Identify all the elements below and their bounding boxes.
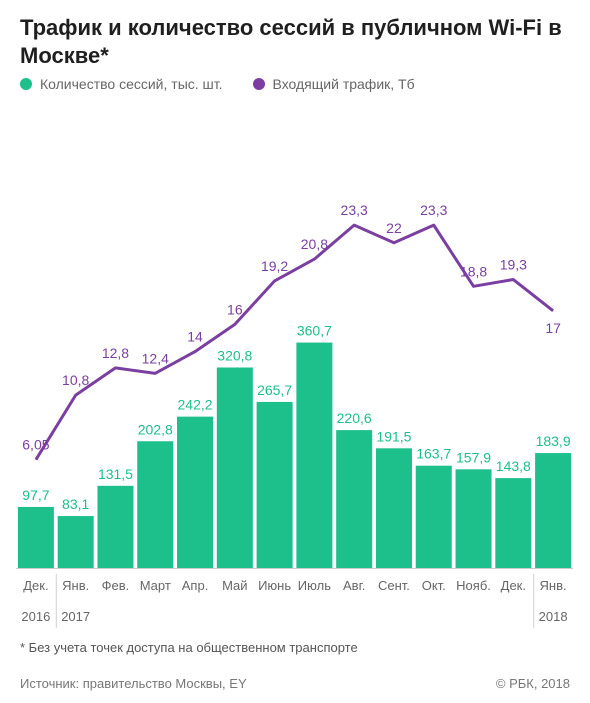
- bar-label-sessions: 83,1: [62, 496, 89, 512]
- line-label-traffic: 19,3: [500, 257, 527, 273]
- bar-sessions: [336, 430, 373, 568]
- x-tick-label: Июнь: [258, 578, 291, 593]
- bar-sessions: [415, 465, 452, 568]
- bar-label-sessions: 157,9: [456, 449, 491, 465]
- series-line-traffic: [34, 223, 555, 461]
- bar-label-sessions: 320,8: [217, 348, 252, 364]
- footnote: * Без учета точек доступа на общественно…: [20, 640, 358, 655]
- line-label-traffic: 17: [545, 320, 561, 336]
- chart-title: Трафик и количество сессий в публичном W…: [20, 15, 562, 68]
- line-label-traffic: 18,8: [460, 263, 487, 279]
- bar-sessions: [535, 453, 572, 568]
- legend-swatch-traffic: [252, 78, 265, 90]
- bar-label-sessions: 265,7: [257, 382, 292, 398]
- x-tick-label: Авг.: [343, 578, 365, 593]
- x-tick-label: Янв.: [62, 578, 89, 593]
- bar-sessions: [375, 448, 412, 568]
- line-label-traffic: 14: [187, 329, 203, 345]
- year-label: 2016: [21, 609, 50, 624]
- x-tick-label: Янв.: [540, 578, 567, 593]
- bar-sessions: [296, 342, 333, 568]
- bar-sessions: [455, 469, 492, 568]
- legend-label-sessions: Количество сессий, тыс. шт.: [40, 76, 223, 92]
- legend-swatch-sessions: [20, 78, 32, 90]
- copyright: © РБК, 2018: [495, 676, 570, 691]
- line-label-traffic: 16: [227, 301, 243, 317]
- bar-sessions: [57, 516, 94, 568]
- x-tick-label: Март: [140, 578, 171, 593]
- bar-label-sessions: 360,7: [297, 323, 332, 339]
- x-tick-label: Окт.: [422, 578, 446, 593]
- bar-sessions: [17, 506, 54, 568]
- line-label-traffic: 23,3: [420, 202, 447, 218]
- x-tick-label: Май: [222, 578, 247, 593]
- year-label: 2018: [539, 609, 568, 624]
- source: Источник: правительство Москвы, EY: [20, 676, 247, 691]
- line-label-traffic: 6,05: [22, 437, 49, 453]
- x-tick-label: Фев.: [102, 578, 130, 593]
- x-tick-label: Нояб.: [456, 578, 491, 593]
- bar-sessions: [177, 416, 214, 568]
- bar-label-sessions: 220,6: [337, 410, 372, 426]
- line-label-traffic: 12,8: [102, 345, 129, 361]
- bar-label-sessions: 163,7: [416, 446, 451, 462]
- bar-label-sessions: 143,8: [496, 458, 531, 474]
- x-tick-label: Апр.: [182, 578, 209, 593]
- line-label-traffic: 19,2: [261, 258, 288, 274]
- line-label-traffic: 10,8: [62, 372, 89, 388]
- chart-svg: 97,7 83,1 131,5 202,8 242,2 320,8 265,7 360,7 22…: [16, 202, 573, 628]
- bar-label-sessions: 97,7: [22, 487, 49, 503]
- bar-sessions: [495, 478, 532, 568]
- legend-item-sessions: Количество сессий, тыс. шт.: [20, 76, 223, 92]
- bar-label-sessions: 183,9: [536, 433, 571, 449]
- line-label-traffic: 12,4: [142, 350, 169, 366]
- bar-sessions: [216, 367, 253, 568]
- bar-label-sessions: 242,2: [178, 397, 213, 413]
- bar-label-sessions: 131,5: [98, 466, 133, 482]
- bar-sessions: [256, 401, 293, 568]
- line-label-traffic: 20,8: [301, 236, 328, 252]
- bar-sessions: [97, 485, 134, 568]
- bar-label-sessions: 202,8: [138, 421, 173, 437]
- legend-item-traffic: Входящий трафик, Тб: [252, 76, 415, 92]
- x-tick-label: Дек.: [501, 578, 526, 593]
- line-label-traffic: 22: [386, 220, 402, 236]
- x-tick-label: Сент.: [378, 578, 410, 593]
- bar-label-sessions: 191,5: [376, 428, 411, 444]
- legend-label-traffic: Входящий трафик, Тб: [272, 76, 415, 92]
- year-label: 2017: [61, 609, 90, 624]
- bar-sessions: [137, 441, 174, 568]
- line-label-traffic: 23,3: [341, 202, 368, 218]
- x-tick-label: Дек.: [23, 578, 48, 593]
- x-tick-label: Июль: [298, 578, 331, 593]
- legend: Количество сессий, тыс. шт. Входящий тра…: [20, 76, 415, 92]
